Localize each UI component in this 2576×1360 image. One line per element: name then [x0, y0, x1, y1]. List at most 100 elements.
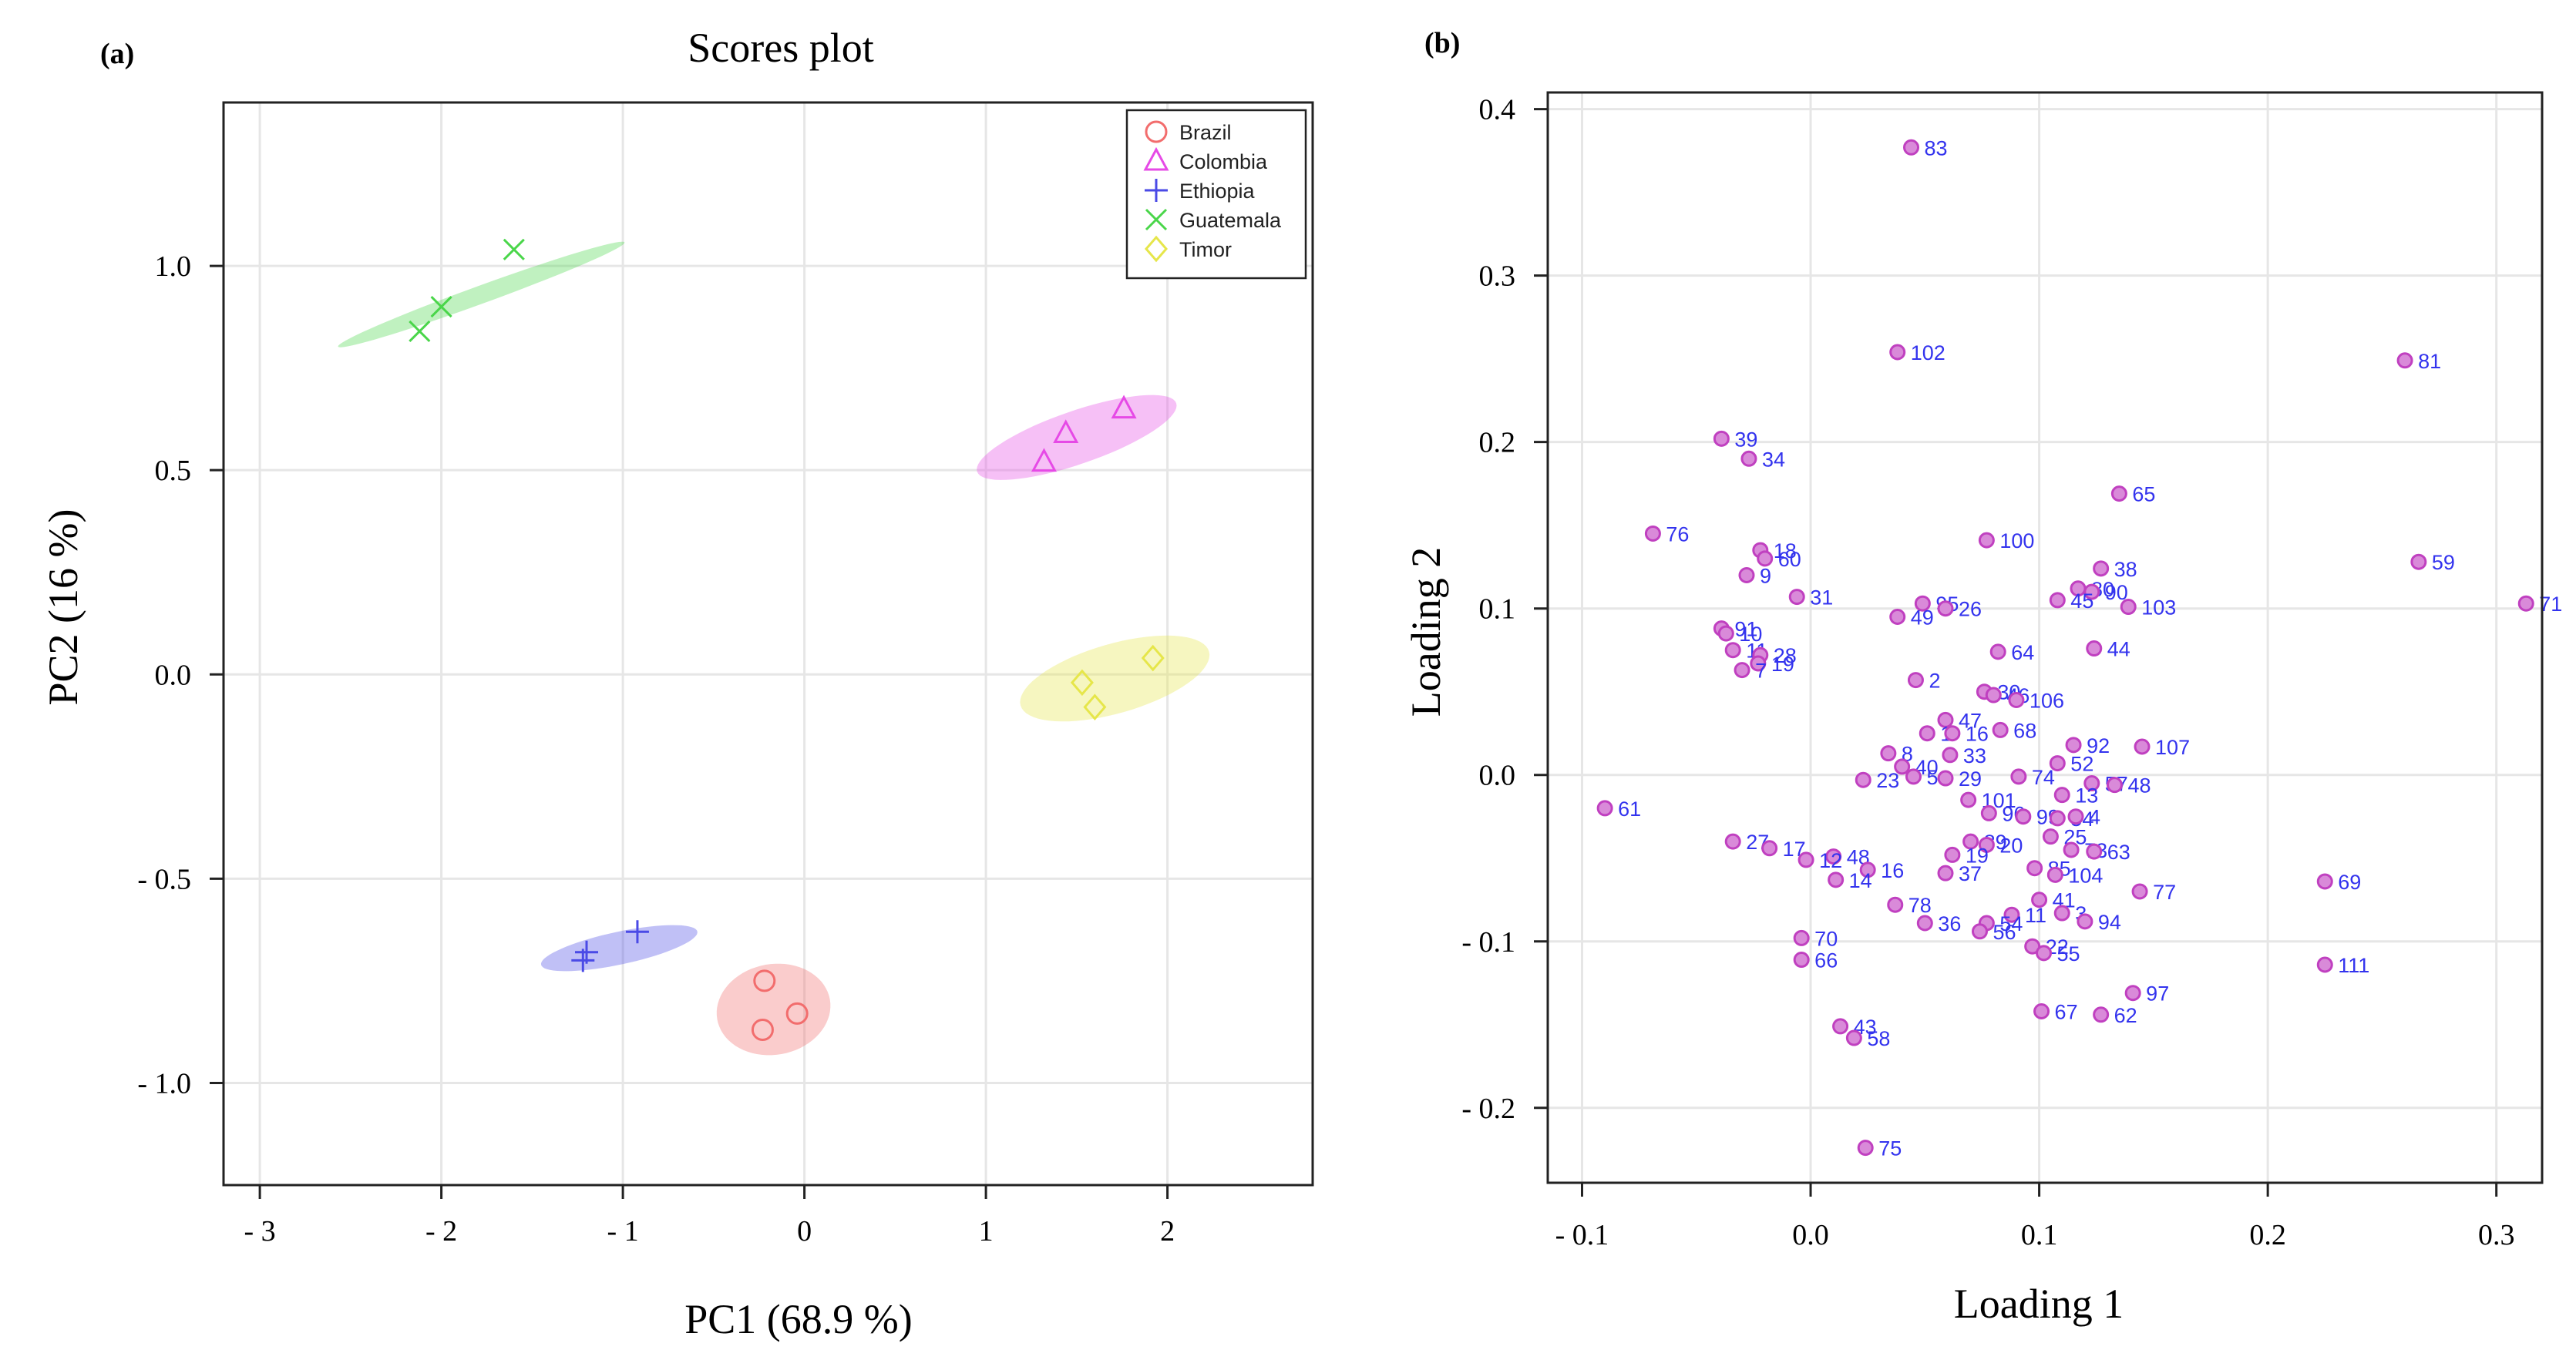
- loading-point: [1845, 1029, 1862, 1046]
- loading-point: [1825, 848, 1842, 865]
- loading-point-label: 59: [2432, 551, 2455, 574]
- panel-a-x-ticks: - 3 - 2 - 1 0 1 2: [244, 1185, 1175, 1248]
- loading-point: [1750, 655, 1767, 672]
- loading-point: [2033, 1002, 2050, 1019]
- loading-point: [2003, 906, 2020, 923]
- legend-label-colombia: Colombia: [1179, 150, 1268, 173]
- loading-point: [2083, 775, 2100, 792]
- loading-point-label: 33: [1963, 744, 1986, 767]
- loading-point-label: 2: [1929, 670, 1940, 693]
- loading-point: [1937, 711, 1954, 728]
- panel-b-points: 8310281393465761001860593898090314595103…: [1596, 136, 2562, 1160]
- loading-point-label: 78: [1908, 894, 1932, 917]
- loading-point: [1937, 770, 1954, 787]
- loading-point-label: 26: [1959, 598, 1982, 621]
- loading-point: [1797, 851, 1814, 868]
- loading-point-label: 28: [1774, 644, 1797, 667]
- x-tick-label: 0.3: [2478, 1219, 2515, 1251]
- panel-b-grid: [1548, 92, 2542, 1183]
- point-timor: [1070, 669, 1094, 697]
- ellipse-guatemala: [338, 241, 625, 348]
- loading-point: [1644, 525, 1661, 542]
- panel-a-plot-frame: [222, 101, 1314, 1187]
- loading-point: [1724, 833, 1741, 850]
- loading-point-label: 81: [2418, 350, 2441, 373]
- loading-point: [2106, 777, 2123, 794]
- loading-point-label: 29: [1959, 767, 1982, 791]
- pc1-axis-label: PC1 (68.9 %): [684, 1296, 913, 1342]
- loading-point-label: 12: [1819, 849, 1842, 872]
- y-tick-label: 0.3: [1479, 260, 1516, 293]
- loading-point: [2517, 595, 2534, 612]
- loading-point-label: 56: [1993, 921, 2016, 944]
- legend-marker-timor: [1145, 235, 1168, 263]
- loading-point: [1937, 865, 1954, 881]
- loading-point-label: 36: [1938, 912, 1961, 935]
- loading-point: [2015, 808, 2032, 825]
- loading-point-label: 45: [2070, 589, 2093, 613]
- loading-point: [2008, 692, 2025, 709]
- loading-point: [2316, 956, 2333, 973]
- loading-point-label: 65: [2132, 483, 2155, 506]
- x-tick-label: - 2: [425, 1215, 457, 1248]
- loading-point-label: 107: [2155, 736, 2190, 759]
- loading-point: [1992, 721, 2009, 738]
- point-colombia: [1031, 448, 1057, 472]
- ellipse-ethiopia: [541, 925, 698, 972]
- ellipse-colombia: [977, 395, 1177, 480]
- loading-point-label: 66: [1814, 949, 1838, 972]
- point-timor: [1083, 693, 1107, 720]
- x-tick-label: 0.0: [1792, 1219, 1829, 1251]
- loading-point: [2134, 738, 2151, 755]
- loading-point-label: 37: [1959, 862, 1982, 885]
- loading-point-label: 77: [2153, 881, 2176, 904]
- y-tick-label: 1.0: [155, 250, 192, 283]
- loading-point: [1980, 804, 1997, 821]
- x-tick-label: 2: [1160, 1215, 1175, 1248]
- loading-point: [2124, 985, 2141, 1002]
- panel-a-ellipses: [338, 241, 1210, 1056]
- loading-point: [1761, 840, 1778, 857]
- loading-point: [1907, 672, 1924, 689]
- loading-point: [1859, 861, 1876, 878]
- loading-point-label: 4: [2089, 806, 2100, 829]
- loading-point: [2093, 1006, 2110, 1023]
- panel-b-y-ticks: - 0.2 - 0.1 0.0 0.1 0.2 0.3 0.4: [1461, 94, 1548, 1125]
- point-brazil: [753, 969, 776, 992]
- loading-point: [1887, 896, 1904, 913]
- panel-b-x-ticks: - 0.1 0.0 0.1 0.2 0.3: [1555, 1183, 2515, 1251]
- point-guatemala: [503, 238, 525, 260]
- loading-point: [1942, 747, 1959, 764]
- loading-point: [2026, 860, 2043, 877]
- legend-label-ethiopia: Ethiopia: [1179, 180, 1256, 203]
- loading-point: [1903, 139, 1920, 156]
- loading-point: [1919, 725, 1935, 742]
- loading-point-label: 106: [2030, 690, 2064, 713]
- loading-point-label: 19: [1771, 653, 1794, 676]
- pc2-axis-label: PC2 (16 %): [40, 509, 86, 706]
- loading-point-label: 18: [1774, 539, 1797, 562]
- loading-point-label: 111: [2338, 954, 2369, 977]
- loading-point: [2120, 599, 2137, 616]
- loading-point-label: 39: [1734, 428, 1757, 451]
- loading-point: [1971, 923, 1988, 940]
- loading-point-label: 16: [1881, 859, 1904, 882]
- loading-point: [2093, 560, 2110, 577]
- loading-point: [1880, 745, 1897, 762]
- loading-point: [1724, 642, 1741, 659]
- loading-point: [2110, 485, 2127, 502]
- x-tick-label: 0: [797, 1215, 812, 1248]
- loading-point-label: 38: [2114, 558, 2137, 581]
- loading-point: [2036, 945, 2053, 962]
- loading-point: [1855, 771, 1871, 788]
- loading-point-label: 14: [1849, 869, 1872, 892]
- legend-label-timor: Timor: [1179, 238, 1232, 261]
- loading-point-label: 61: [1618, 798, 1641, 821]
- point-colombia: [1053, 419, 1079, 443]
- loading-point: [2049, 755, 2066, 772]
- loading-point-label: 64: [2011, 641, 2034, 664]
- loading-point: [1832, 1018, 1849, 1035]
- panel-b-loadings-plot: (b) 831028139346576100186059389809031459…: [1403, 27, 2562, 1327]
- loading1-axis-label: Loading 1: [1954, 1281, 2124, 1327]
